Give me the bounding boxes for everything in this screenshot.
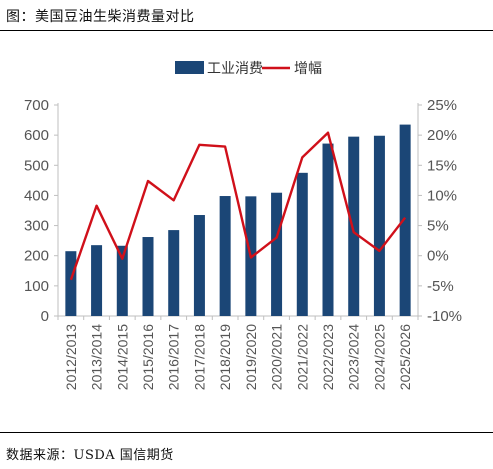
x-tick-label: 2024/2025: [371, 324, 387, 390]
x-tick-label: 2025/2026: [397, 324, 413, 390]
x-tick-label: 2021/2022: [294, 324, 310, 390]
bar: [193, 215, 205, 316]
x-tick-label: 2023/2024: [346, 324, 362, 390]
bar-series: [65, 124, 411, 316]
legend: 工业消费 增幅: [175, 61, 322, 77]
y-left-tick-label: 0: [41, 308, 49, 325]
bar: [271, 192, 283, 316]
line-series: [69, 131, 407, 281]
x-tick-label: 2014/2015: [114, 324, 130, 390]
bar: [219, 196, 231, 316]
y-left-tick-label: 600: [24, 127, 49, 144]
bar: [91, 245, 103, 316]
y-right-tick-label: 10%: [427, 187, 457, 204]
y-right-tick-label: 25%: [427, 97, 457, 114]
x-tick-labels: 2012/2013 2013/2014 2014/2015 2015/2016 2016…: [63, 324, 413, 390]
y-left-tick-label: 400: [24, 187, 49, 204]
x-tick-label: 2020/2021: [269, 324, 285, 390]
y-left-tick-label: 200: [24, 248, 49, 265]
axes: 0 100 200 300 400 500 600 700 -10% -5% 0% 5% 10% 15% 2…: [24, 97, 462, 325]
y-left-tick-label: 700: [24, 97, 49, 114]
bar: [373, 135, 385, 316]
legend-line-label: 增幅: [294, 61, 322, 77]
bar: [116, 245, 128, 316]
chart: 工业消费 增幅 0 100 200 300 400 500 600 700 -10% -5% 0% 5%…: [24, 61, 462, 390]
legend-bar-label: 工业消费: [207, 61, 263, 77]
y-right-tick-label: 15%: [427, 157, 457, 174]
source-note: 数据来源：USDA 国信期货: [6, 448, 174, 463]
x-tick-label: 2016/2017: [166, 324, 182, 390]
top-rule: [0, 30, 493, 31]
y-right-tick-label: -10%: [427, 308, 462, 325]
bar: [65, 251, 77, 316]
x-tick-label: 2019/2020: [243, 324, 259, 390]
x-tick-label: 2015/2016: [140, 324, 156, 390]
figure-title: 图：美国豆油生柴消费量对比: [6, 9, 195, 25]
bar: [399, 124, 411, 316]
x-tick-label: 2012/2013: [63, 324, 79, 390]
x-tick-label: 2013/2014: [89, 324, 105, 390]
x-tick-label: 2022/2023: [320, 324, 336, 390]
growth-line: [69, 131, 407, 281]
y-right-tick-label: 20%: [427, 127, 457, 144]
y-left-tick-label: 300: [24, 218, 49, 235]
x-tick-label: 2017/2018: [191, 324, 207, 390]
bar: [322, 143, 334, 316]
legend-bar-swatch: [175, 61, 204, 74]
bar: [348, 136, 360, 316]
y-right-tick-label: 0%: [427, 248, 449, 265]
y-right-tick-label: -5%: [427, 278, 454, 295]
x-tick-label: 2018/2019: [217, 324, 233, 390]
y-right-tick-label: 5%: [427, 218, 449, 235]
bar: [168, 230, 180, 316]
y-left-tick-label: 100: [24, 278, 49, 295]
bar: [142, 237, 154, 316]
y-left-tick-label: 500: [24, 157, 49, 174]
bottom-rule: [0, 432, 493, 433]
bar: [296, 172, 308, 316]
